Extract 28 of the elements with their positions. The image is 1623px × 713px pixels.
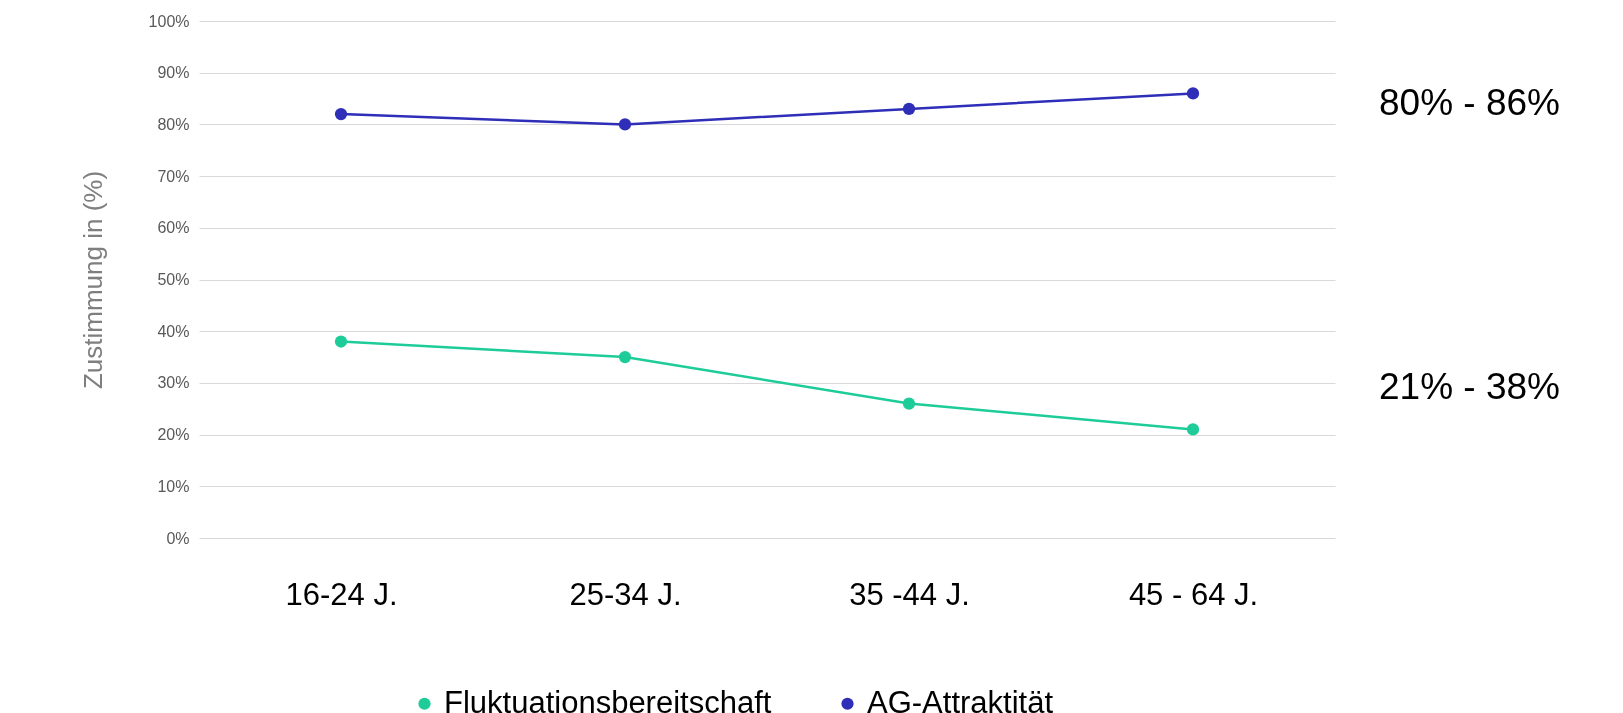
y-tick-label: 60% xyxy=(157,219,190,237)
point xyxy=(902,102,916,115)
y-tick-label: 90% xyxy=(157,64,190,82)
y-tick-label: 100% xyxy=(148,12,190,30)
point xyxy=(618,350,632,364)
x-tick-label: 45 - 64 J. xyxy=(1128,576,1259,612)
y-tick-label: 40% xyxy=(157,322,190,340)
y-tick-label: 20% xyxy=(157,426,190,444)
y-tick-label: 0% xyxy=(166,529,190,547)
y-tick-label: 30% xyxy=(157,374,190,392)
x-tick-label: 35 -44 J. xyxy=(849,576,970,612)
y-tick-label: 10% xyxy=(157,477,190,495)
y-tick-label: 80% xyxy=(157,115,190,133)
y-tick-label: 70% xyxy=(157,167,190,185)
point xyxy=(334,107,348,121)
x-tick-label: 16-24 J. xyxy=(285,576,398,612)
text: 80% - 86% xyxy=(1379,81,1560,123)
y-tick-label: 50% xyxy=(157,271,190,288)
legend-label: AG-Attraktität xyxy=(867,684,1054,713)
point xyxy=(334,335,348,348)
legend-label: Fluktuationsbereitschaft xyxy=(444,684,772,713)
point xyxy=(1186,423,1200,436)
text: 21% - 38% xyxy=(1379,366,1560,408)
y-axis-title: Zustimmung in (%) xyxy=(77,170,108,390)
point xyxy=(618,118,632,131)
point xyxy=(1186,87,1200,100)
x-tick-label: 25-34 J. xyxy=(569,576,682,612)
point xyxy=(902,397,916,410)
